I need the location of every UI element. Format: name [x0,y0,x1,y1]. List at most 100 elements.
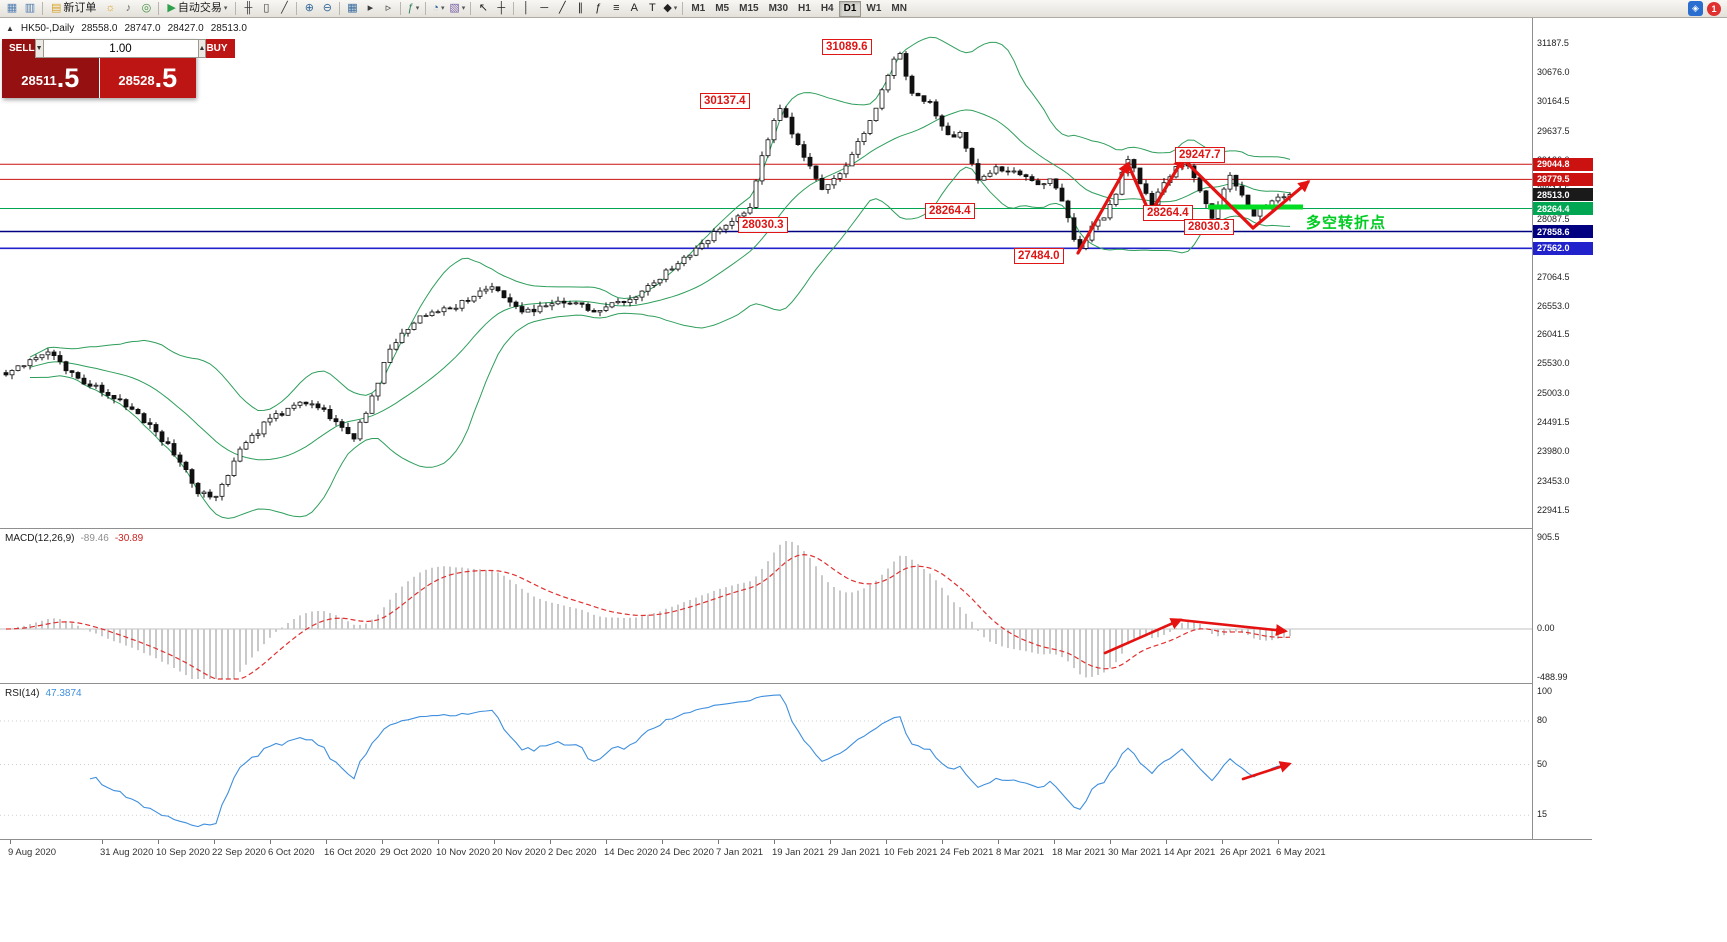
one-click-trading-panel: SELL ▼ ▲ BUY 28511.5 28528.5 [2,39,235,98]
price-axis[interactable]: 31187.530676.030164.529637.529126.028614… [1532,18,1593,839]
turning-point-annotation[interactable]: 多空转折点 [1306,214,1387,232]
timeframe-w1[interactable]: W1 [866,3,882,14]
price-callout[interactable]: 29247.7 [1175,147,1225,163]
rsi-canvas[interactable] [0,684,1532,839]
time-axis-label: 29 Jan 2021 [828,847,881,858]
horizontal-line-icon[interactable]: ─ [535,1,553,17]
price-axis-label: 24491.5 [1537,417,1570,428]
time-axis[interactable]: 9 Aug 2020 31 Aug 2020 10 Sep 2020 22 Sep 2… [0,839,1592,861]
macd-indicator-label: MACD(12,26,9) -89.46 -30.89 [5,533,143,544]
time-axis-tick [1166,840,1167,844]
new-order-button[interactable]: ▤ 新订单 [46,1,101,17]
shapes-icon-glyph: ◆ [663,2,672,14]
time-axis-tick [438,840,439,844]
price-callout[interactable]: 31089.6 [822,39,872,55]
community-icon[interactable]: ◈ [1688,1,1703,16]
templates-icon[interactable]: ▧ ▾ [447,1,467,17]
price-tag: 27858.6 [1533,225,1593,238]
time-axis-tick [1110,840,1111,844]
macd-canvas[interactable] [0,529,1532,683]
shapes-icon[interactable]: ◆ ▾ [661,1,679,17]
sound-icon[interactable]: ♪ [119,1,137,17]
macd-pane[interactable]: MACD(12,26,9) -89.46 -30.89 [0,528,1532,683]
price-axis-label: 28087.5 [1537,213,1570,224]
timeframe-d1[interactable]: D1 [838,0,862,17]
timeframe-m1[interactable]: M1 [691,3,706,14]
auto-scroll-icon[interactable]: ▸ [361,1,379,17]
trendline-icon[interactable]: ╱ [553,1,571,17]
timeframe-m5[interactable]: M5 [715,3,730,14]
trendline-icon-glyph: ╱ [559,2,566,14]
zoom-in-icon[interactable]: ⊕ [300,1,318,17]
time-axis-tick [10,840,11,844]
profiles-icon[interactable]: ▥ [21,1,39,17]
price-callout[interactable]: 28264.4 [1143,205,1193,221]
price-axis-label: 27064.5 [1537,271,1570,282]
grid-icon[interactable]: ≡ [607,1,625,17]
fibonacci-icon[interactable]: ƒ [589,1,607,17]
time-axis-label: 14 Dec 2020 [604,847,658,858]
crosshair-icon-glyph: ┼ [497,2,506,14]
timeframe-h4[interactable]: H4 [820,3,834,14]
channel-icon[interactable]: ∥ [571,1,589,17]
volume-increase-button[interactable]: ▲ [197,39,207,58]
buy-header[interactable]: BUY [206,39,235,58]
rsi-axis-label: 100 [1537,686,1553,696]
candlestick-chart-icon[interactable]: ▯ [257,1,275,17]
time-axis-label: 16 Oct 2020 [324,847,376,858]
vertical-line-icon[interactable]: │ [517,1,535,17]
timeframe-mn[interactable]: MN [891,3,907,14]
timeframe-h1[interactable]: H1 [798,3,811,14]
time-axis-label: 2 Dec 2020 [548,847,597,858]
time-axis-tick [214,840,215,844]
toolbar-separator [425,2,427,15]
notifications-badge[interactable]: 1 [1707,1,1721,16]
cursor-icon-glyph: ↖ [478,2,488,14]
periods-icon[interactable]: ◔ ▾ [429,1,447,17]
bar-chart-icon[interactable]: ╫ [239,1,257,17]
rsi-value: 47.3874 [45,688,82,699]
autotrading-button[interactable]: ▶ 自动交易 ▾ [162,1,232,17]
refresh-icon[interactable]: ◎ [137,1,155,17]
price-callout[interactable]: 28264.4 [925,203,975,219]
time-axis-label: 9 Aug 2020 [8,847,57,858]
toolbar-separator [235,2,237,15]
charts-icon[interactable]: ▦ [3,1,21,17]
alert-icon-glyph: ☼ [105,2,116,14]
buy-button[interactable]: 28528.5 [99,58,196,98]
macd-axis-label: 0.00 [1537,623,1555,633]
timeframe-m30[interactable]: M30 [768,3,789,14]
price-chart-canvas[interactable] [0,18,1532,528]
price-callout[interactable]: 28030.3 [1184,219,1234,235]
zoom-out-icon[interactable]: ⊖ [318,1,336,17]
indicators-icon[interactable]: ƒ ▾ [404,1,422,17]
price-tag: 28264.4 [1533,202,1593,215]
buy-price-pips: .5 [154,62,178,93]
tile-windows-icon[interactable]: ▦ [343,1,361,17]
price-tag: 29044.8 [1533,157,1593,171]
crosshair-icon[interactable]: ┼ [492,1,510,17]
charts-icon-glyph: ▦ [6,2,18,14]
timeframe-m15[interactable]: M15 [739,3,759,14]
rsi-pane[interactable]: RSI(14) 47.3874 [0,683,1532,839]
price-callout[interactable]: 28030.3 [738,217,788,233]
channel-icon-glyph: ∥ [577,2,584,14]
volume-decrease-button[interactable]: ▼ [34,39,44,58]
price-callout[interactable]: 27484.0 [1014,248,1064,264]
price-axis-label: 25003.0 [1537,388,1570,399]
price-chart-pane[interactable]: ▲ HK50-,Daily 28558.0 28747.0 28427.0 28… [0,18,1532,528]
cursor-icon[interactable]: ↖ [474,1,492,17]
sell-button[interactable]: 28511.5 [2,58,99,98]
alert-icon[interactable]: ☼ [101,1,119,17]
text-label-icon[interactable]: A [625,1,643,17]
time-axis-tick [606,840,607,844]
sell-header[interactable]: SELL [2,39,35,58]
ohlc-close: 28513.0 [210,23,247,34]
chart-shift-icon[interactable]: ▹ [379,1,397,17]
volume-input[interactable] [43,39,198,58]
arrow-tool-icon[interactable]: T [643,1,661,17]
line-chart-icon[interactable]: ╱ [275,1,293,17]
price-callout[interactable]: 30137.4 [700,93,750,109]
time-axis-label: 10 Feb 2021 [884,847,938,858]
time-axis-label: 6 May 2021 [1276,847,1326,858]
